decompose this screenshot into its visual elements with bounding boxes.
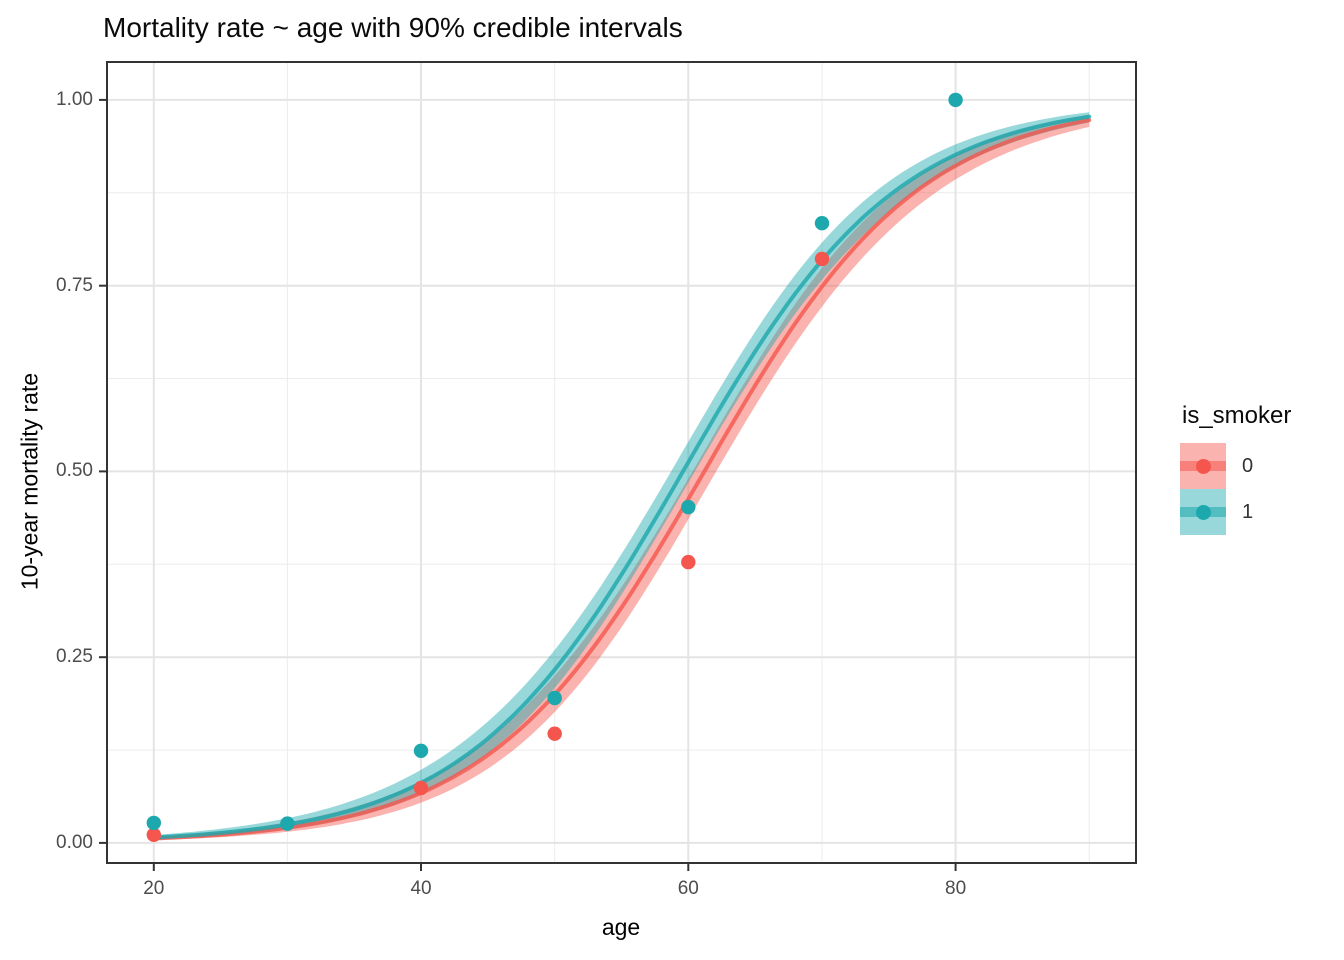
legend-label: 1	[1242, 500, 1254, 523]
legend-key-ribbon-line-point-icon	[1180, 443, 1226, 489]
chart-title: Mortality rate ~ age with 90% credible i…	[103, 12, 683, 43]
grid-major	[107, 62, 1136, 863]
axis-ticks	[99, 98, 957, 871]
fit-line-0	[151, 118, 1092, 841]
y-tick-label: 0.25	[56, 646, 93, 668]
x-tick-label: 60	[677, 878, 699, 899]
y-axis-title: 10-year mortality rate	[16, 372, 43, 591]
legend-key-ribbon-line-point-icon	[1180, 489, 1226, 535]
y-tick-label: 1.00	[56, 88, 93, 110]
legend-point-icon	[1195, 458, 1211, 474]
y-tick-label: 0.75	[56, 274, 93, 296]
y-tick-label: 0.00	[56, 831, 93, 853]
x-axis-title: age	[601, 914, 641, 940]
grid-minor	[107, 62, 1136, 863]
legend: is_smoker 0 1	[1180, 402, 1344, 535]
data-points-0	[146, 251, 830, 842]
legend-label: 0	[1242, 454, 1254, 477]
legend-item-smoker: 1	[1180, 489, 1344, 535]
legend-title: is_smoker	[1182, 402, 1292, 429]
fit-line-1	[151, 114, 1092, 840]
x-tick-label: 20	[143, 878, 165, 899]
x-tick-label: 80	[945, 878, 967, 899]
data-points-1	[146, 92, 963, 831]
legend-item-nonsmoker: 0	[1180, 443, 1344, 489]
panel-border	[106, 61, 1137, 864]
legend-items: 0 1	[1180, 443, 1344, 535]
x-tick-label: 40	[410, 878, 432, 899]
y-tick-label: 0.50	[56, 460, 93, 482]
legend-point-icon	[1195, 504, 1211, 520]
panel-background	[107, 62, 1136, 863]
